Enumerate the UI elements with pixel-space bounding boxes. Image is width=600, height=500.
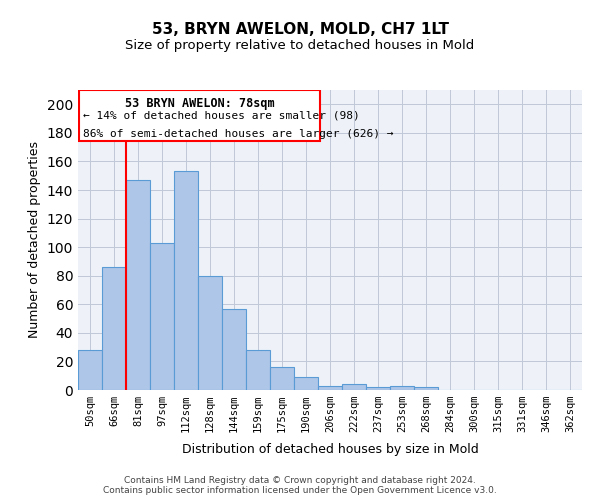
Bar [174,172,198,390]
Bar [126,180,150,390]
Text: Contains HM Land Registry data © Crown copyright and database right 2024.: Contains HM Land Registry data © Crown c… [124,476,476,485]
Bar [150,243,174,390]
Bar [222,308,246,390]
Bar [342,384,366,390]
X-axis label: Distribution of detached houses by size in Mold: Distribution of detached houses by size … [182,444,478,456]
Bar [414,387,438,390]
Bar [318,386,342,390]
Text: ← 14% of detached houses are smaller (98): ← 14% of detached houses are smaller (98… [83,110,359,120]
Bar [270,367,294,390]
Text: 53, BRYN AWELON, MOLD, CH7 1LT: 53, BRYN AWELON, MOLD, CH7 1LT [151,22,449,38]
Text: 86% of semi-detached houses are larger (626) →: 86% of semi-detached houses are larger (… [83,128,394,138]
Bar [390,386,414,390]
FancyBboxPatch shape [79,90,320,142]
Bar [246,350,270,390]
Bar [102,267,126,390]
Bar [294,377,318,390]
Bar [198,276,222,390]
Text: 53 BRYN AWELON: 78sqm: 53 BRYN AWELON: 78sqm [125,97,275,110]
Y-axis label: Number of detached properties: Number of detached properties [28,142,41,338]
Bar [78,350,102,390]
Bar [366,387,390,390]
Text: Size of property relative to detached houses in Mold: Size of property relative to detached ho… [125,39,475,52]
Text: Contains public sector information licensed under the Open Government Licence v3: Contains public sector information licen… [103,486,497,495]
